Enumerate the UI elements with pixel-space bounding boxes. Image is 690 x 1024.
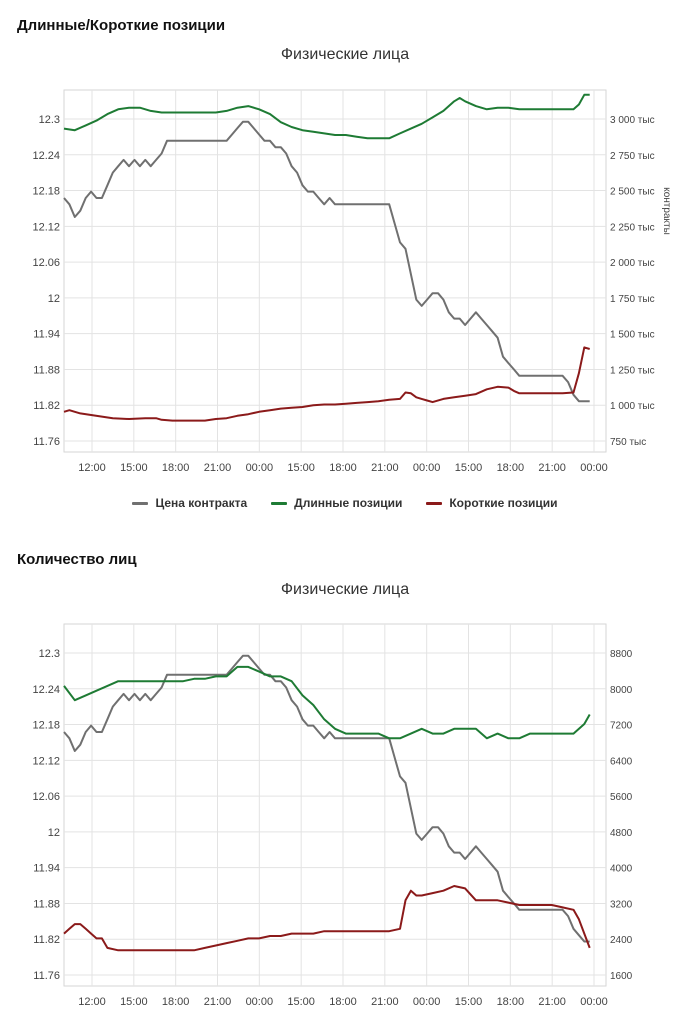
count-chart: 12:00 15:00 18:00 21:00 00:00 15:00 18:00 21:00… <box>32 623 633 1008</box>
legend-label-price: Цена контракта <box>155 496 248 510</box>
chart-legend: Цена контракта Длинные позиции Короткие … <box>0 496 690 510</box>
chart2-x-tick-label: 21:00 <box>371 996 399 1008</box>
legend-item-long[interactable]: Длинные позиции <box>271 496 402 510</box>
legend-label-short: Короткие позиции <box>449 496 558 510</box>
chart2-y-right-tick-label: 6400 <box>610 756 633 767</box>
chart1-y-right-tick-label: 1 750 тыс <box>610 294 655 305</box>
legend-item-short[interactable]: Короткие позиции <box>426 496 558 510</box>
chart2-y-left-tick-label: 12 <box>48 827 60 839</box>
chart1-y-left-tick-label: 11.94 <box>33 329 60 341</box>
positions-chart: 12:00 15:00 18:00 21:00 00:00 15:00 18:00 21:00… <box>32 89 672 474</box>
chart2-x-tick-label: 18:00 <box>497 996 525 1008</box>
chart1-y-right-tick-label: 1 500 тыс <box>610 330 655 341</box>
chart1-series-line-short <box>63 346 590 422</box>
chart1-series-line-long <box>63 93 590 140</box>
chart1-y-right-tick-label: 750 тыс <box>610 437 646 448</box>
chart1-x-tick-label: 18:00 <box>329 462 357 474</box>
chart1-y-left-tick-label: 11.88 <box>33 364 60 376</box>
chart1-x-tick-label: 00:00 <box>413 462 441 474</box>
chart2-y-right-tick-label: 7200 <box>610 721 633 732</box>
chart2-x-tick-label: 15:00 <box>287 996 315 1008</box>
chart1-y-right-tick-label: 2 250 тыс <box>610 222 655 233</box>
legend-swatch-long <box>271 501 288 505</box>
chart2-x-tick-label: 12:00 <box>78 996 106 1008</box>
chart1-y-left-tick-label: 12.24 <box>32 150 60 162</box>
chart2-y-right-tick-label: 8000 <box>610 685 633 696</box>
chart1-y-right-tick-label: 1 250 тыс <box>610 365 655 376</box>
chart2-y-left-tick-label: 12.18 <box>32 720 60 732</box>
chart1-y-right-tick-label: 3 000 тыс <box>610 115 655 126</box>
chart2-x-tick-label: 00:00 <box>580 996 608 1008</box>
chart1-y-left-tick-label: 11.76 <box>33 436 60 448</box>
chart1-y-left-tick-label: 11.82 <box>33 400 60 412</box>
section-heading-positions: Длинные/Короткие позиции <box>17 17 226 34</box>
chart1-y-left-tick-label: 12.18 <box>32 186 60 198</box>
chart1-x-tick-label: 15:00 <box>120 462 148 474</box>
chart1-y-right-tick-label: 2 750 тыс <box>610 151 655 162</box>
chart1-x-tick-label: 21:00 <box>538 462 566 474</box>
chart2-y-right-tick-label: 5600 <box>610 792 633 803</box>
chart1-y-right-tick-label: 2 500 тыс <box>610 187 655 198</box>
legend-swatch-price <box>132 501 149 505</box>
section-heading-count: Количество лиц <box>17 551 137 568</box>
chart2-x-tick-label: 00:00 <box>413 996 441 1008</box>
chart2-series-line-price <box>63 654 590 943</box>
chart1-plot-area <box>63 89 607 453</box>
chart1-x-tick-label: 00:00 <box>580 462 608 474</box>
legend-item-price[interactable]: Цена контракта <box>132 496 247 510</box>
legend-swatch-short <box>426 501 443 505</box>
chart2-x-tick-label: 15:00 <box>120 996 148 1008</box>
chart1-x-tick-label: 21:00 <box>371 462 399 474</box>
chart2-y-right-tick-label: 2400 <box>610 935 633 946</box>
chart1-x-tick-label: 12:00 <box>78 462 106 474</box>
chart2-y-left-tick-label: 11.88 <box>33 898 60 910</box>
chart1-x-tick-label: 18:00 <box>162 462 190 474</box>
chart2-series-line-short <box>63 885 591 952</box>
chart2-y-right-tick-label: 8800 <box>610 649 633 660</box>
chart2-y-left-tick-label: 11.76 <box>33 970 60 982</box>
chart2-y-right-tick-label: 1600 <box>610 971 633 982</box>
chart2-y-left-tick-label: 12.12 <box>32 755 60 767</box>
chart2-y-right-tick-label: 3200 <box>610 899 633 910</box>
chart2-series-line-long <box>63 665 591 740</box>
chart1-series-line-price <box>63 120 590 403</box>
chart1-y-right-tick-label: 1 000 тыс <box>610 401 655 412</box>
chart1-y-right-axis-title: контракты <box>661 187 672 235</box>
chart2-x-tick-label: 15:00 <box>455 996 483 1008</box>
chart2-y-left-tick-label: 12.06 <box>32 791 60 803</box>
chart1-y-left-tick-label: 12 <box>48 293 60 305</box>
chart2-x-tick-label: 21:00 <box>204 996 232 1008</box>
chart2-x-tick-label: 18:00 <box>329 996 357 1008</box>
chart1-y-right-tick-label: 2 000 тыс <box>610 258 655 269</box>
chart2-x-tick-label: 21:00 <box>538 996 566 1008</box>
chart2-y-left-tick-label: 12.3 <box>39 648 60 660</box>
chart1-x-tick-label: 15:00 <box>455 462 483 474</box>
chart1-y-left-tick-label: 12.12 <box>32 221 60 233</box>
chart1-y-left-tick-label: 12.3 <box>39 114 60 126</box>
chart2-plot-area <box>63 623 607 987</box>
chart2-y-right-tick-label: 4000 <box>610 864 633 875</box>
chart2-y-right-tick-label: 4800 <box>610 828 633 839</box>
chart2-y-left-tick-label: 11.82 <box>33 934 60 946</box>
chart2-x-tick-label: 18:00 <box>162 996 190 1008</box>
chart1-x-tick-label: 15:00 <box>287 462 315 474</box>
chart-title-2: Физические лица <box>280 581 410 598</box>
chart1-x-tick-label: 18:00 <box>497 462 525 474</box>
chart-title-1: Физические лица <box>280 46 410 63</box>
chart1-x-tick-label: 00:00 <box>246 462 274 474</box>
legend-label-long: Длинные позиции <box>294 496 403 510</box>
chart2-x-tick-label: 00:00 <box>246 996 274 1008</box>
chart2-y-left-tick-label: 12.24 <box>32 684 60 696</box>
chart2-y-left-tick-label: 11.94 <box>33 863 60 875</box>
chart1-y-left-tick-label: 12.06 <box>32 257 60 269</box>
chart1-x-tick-label: 21:00 <box>204 462 232 474</box>
